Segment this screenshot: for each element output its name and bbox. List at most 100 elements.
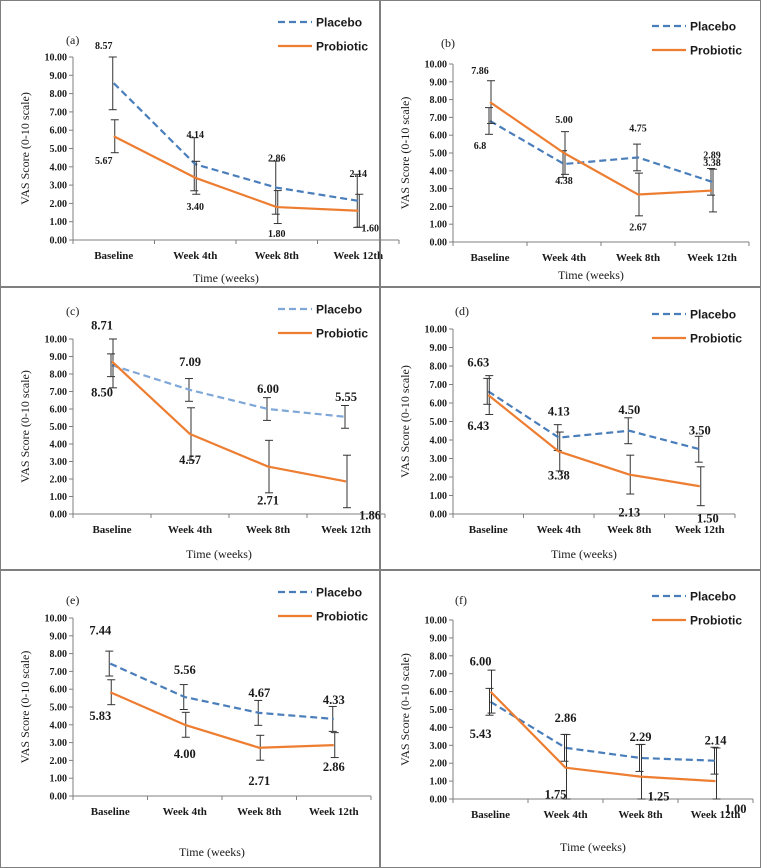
legend-label-placebo: Placebo: [690, 20, 736, 34]
series-line-probiotic: [489, 101, 713, 196]
y-tick-label: 2.00: [430, 202, 448, 213]
series-probiotic: 6.00 1.75 1.25 1.00: [470, 655, 747, 817]
y-tick-label: 9.00: [50, 631, 68, 642]
x-tick-label: Baseline: [92, 524, 131, 536]
y-tick-label: 3.00: [50, 738, 68, 749]
series-line-probiotic: [487, 394, 700, 488]
data-label: 4.57: [179, 453, 201, 467]
y-tick-label: 9.00: [430, 633, 448, 644]
y-tick-label: 1.00: [50, 492, 68, 503]
data-label: 1.00: [725, 802, 747, 816]
data-label: 4.50: [618, 403, 640, 417]
data-label: 4.13: [548, 405, 570, 419]
x-tick-label: Week 4th: [173, 250, 217, 262]
data-label: 6.00: [470, 655, 492, 669]
legend-label-placebo: Placebo: [690, 308, 736, 322]
data-label: 6.8: [474, 141, 487, 152]
y-tick-label: 1.00: [430, 491, 448, 502]
x-tick-label: Week 4th: [168, 524, 212, 536]
data-label: 6.00: [257, 382, 279, 396]
y-tick-label: 4.00: [50, 720, 68, 731]
data-label: 7.86: [471, 66, 489, 77]
data-label: 2.67: [629, 222, 647, 233]
x-tick-label: Baseline: [470, 252, 509, 264]
x-tick-label: Baseline: [91, 806, 130, 818]
y-tick-label: 4.00: [430, 723, 448, 734]
y-tick-label: 5.00: [50, 703, 68, 714]
data-label: 2.71: [248, 774, 270, 788]
data-label: 5.43: [470, 727, 492, 741]
series-line-probiotic: [109, 691, 334, 749]
data-label: 6.43: [467, 419, 489, 433]
y-tick-label: 6.00: [50, 126, 68, 137]
y-tick-label: 8.00: [430, 95, 448, 106]
y-tick-label: 9.00: [430, 343, 448, 354]
data-label: 3.50: [689, 423, 711, 437]
series-line-placebo: [487, 390, 701, 451]
data-label: 2.86: [323, 760, 345, 774]
legend-label-probiotic: Probiotic: [316, 610, 368, 624]
y-tick-label: 9.00: [430, 77, 448, 88]
y-tick-label: 0.00: [430, 510, 448, 521]
panel-a: (a) 0.00 1.00 2.00 3.00 4.00 5.00 6.00 7.00 8.00 9…: [0, 0, 400, 287]
y-tick-label: 1.00: [50, 774, 68, 785]
data-label: 2.86: [555, 711, 577, 725]
y-tick-label: 5.00: [50, 144, 68, 155]
y-tick-label: 9.00: [50, 352, 68, 363]
y-axis-title: VAS Score (0-10 scale): [398, 97, 412, 210]
y-tick-label: 6.00: [430, 399, 448, 410]
x-tick-label: Week 4th: [537, 524, 581, 536]
y-tick-label: 9.00: [50, 71, 68, 82]
y-tick-label: 5.00: [430, 705, 448, 716]
data-label: 5.83: [89, 709, 111, 723]
y-axis-title: VAS Score (0-10 scale): [18, 92, 32, 205]
y-tick-label: 8.00: [50, 89, 68, 100]
data-label: 2.89: [703, 151, 721, 162]
data-label: 5.67: [95, 156, 113, 167]
data-label: 2.13: [618, 506, 640, 520]
legend-label-probiotic: Probiotic: [690, 614, 742, 628]
x-axis-title: Time (weeks): [558, 268, 624, 282]
data-label: 4.67: [248, 686, 270, 700]
y-tick-label: 6.00: [430, 687, 448, 698]
y-tick-label: 2.00: [50, 199, 68, 210]
data-label: 8.71: [91, 319, 113, 333]
series-placebo: 6.63 4.13 4.50 3.50: [467, 355, 711, 463]
panel-label: (c): [66, 304, 79, 318]
x-tick-label: Week 4th: [543, 809, 587, 821]
legend-label-placebo: Placebo: [316, 586, 362, 600]
x-axis-title: Time (weeks): [193, 271, 259, 285]
data-label: 2.29: [630, 730, 652, 744]
data-label: 1.60: [362, 224, 380, 235]
data-label: 8.57: [95, 41, 113, 52]
data-label: 7.09: [179, 355, 201, 369]
legend-label-placebo: Placebo: [690, 590, 736, 604]
y-tick-label: 2.00: [50, 475, 68, 486]
data-label: 2.86: [268, 154, 286, 165]
x-tick-label: Week 8th: [616, 252, 660, 264]
x-tick-label: Baseline: [94, 250, 133, 262]
y-tick-label: 4.00: [50, 440, 68, 451]
panel-b: (b) 0.00 1.00 2.00 3.00 4.00 5.00 6.00 7.00 8.00 9…: [380, 0, 761, 287]
series-probiotic: 7.86 5.00 2.67 2.89: [471, 66, 721, 233]
y-axis-title: VAS Score (0-10 scale): [18, 651, 32, 764]
legend-label-probiotic: Probiotic: [690, 44, 742, 58]
y-tick-label: 8.00: [50, 649, 68, 660]
y-tick-label: 6.00: [50, 685, 68, 696]
series-placebo: 8.50 7.09 6.00 5.55: [91, 353, 357, 429]
series-probiotic: 6.43 3.38 2.13 1.50: [467, 375, 719, 525]
x-tick-label: Week 8th: [607, 524, 651, 536]
data-label: 4.75: [629, 123, 647, 134]
data-label: 8.50: [91, 385, 113, 399]
data-label: 2.14: [350, 169, 368, 180]
data-label: 4.00: [174, 747, 196, 761]
y-tick-label: 3.00: [430, 741, 448, 752]
x-tick-label: Week 12th: [675, 524, 725, 536]
series-placebo: 6.8 4.38 4.75 3.38: [474, 107, 721, 196]
data-label: 2.71: [257, 494, 279, 508]
data-label: 2.14: [705, 734, 728, 748]
x-tick-label: Baseline: [469, 524, 508, 536]
series-probiotic: 5.67 3.40 1.80 1.60: [95, 119, 380, 240]
x-tick-label: Week 8th: [246, 524, 290, 536]
